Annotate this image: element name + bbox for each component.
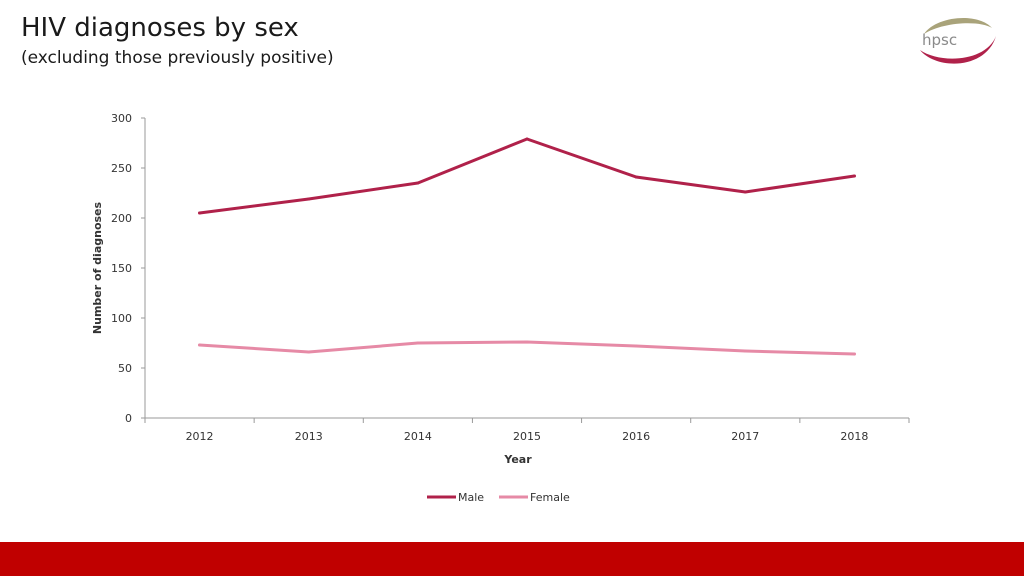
legend-label-female: Female [530,491,570,504]
x-axis: 2012 2013 2014 2015 2016 2017 2018 [144,417,910,443]
data-point-male [852,174,856,178]
slide-subtitle: (excluding those previously positive) [21,48,334,68]
data-point-female [307,350,311,354]
y-axis: 0 50 100 150 200 250 300 [111,112,146,425]
x-axis-title: Year [503,453,532,466]
y-axis-title: Number of diagnoses [91,201,104,334]
data-point-female [852,352,856,356]
data-point-female [198,343,202,347]
data-point-female [416,341,420,345]
data-point-male [743,190,747,194]
x-tick-label: 2012 [186,430,214,443]
y-tick-label: 100 [111,312,132,325]
x-tick-label: 2015 [513,430,541,443]
hpsc-logo: hpsc [916,14,998,70]
x-tick-label: 2013 [295,430,323,443]
legend: Male Female [427,491,570,504]
y-tick-label: 250 [111,162,132,175]
data-point-female [525,340,529,344]
legend-label-male: Male [458,491,484,504]
series-line-male [198,137,856,215]
y-tick-label: 150 [111,262,132,275]
series-line-female [198,340,856,356]
footer-bar [0,542,1024,576]
slide-title: HIV diagnoses by sex [21,13,299,43]
data-point-female [634,344,638,348]
x-tick-label: 2018 [840,430,868,443]
data-point-female [743,349,747,353]
y-tick-label: 200 [111,212,132,225]
data-point-male [416,181,420,185]
logo-text: hpsc [922,31,958,49]
y-tick-label: 300 [111,112,132,125]
data-point-male [525,137,529,141]
hpsc-logo-swoosh-icon [920,17,996,64]
x-tick-label: 2017 [731,430,759,443]
data-point-male [198,211,202,215]
x-tick-label: 2016 [622,430,650,443]
y-tick-label: 0 [125,412,132,425]
data-point-male [634,175,638,179]
y-tick-label: 50 [118,362,132,375]
x-tick-label: 2014 [404,430,432,443]
data-point-male [307,197,311,201]
series-lines [198,137,856,356]
